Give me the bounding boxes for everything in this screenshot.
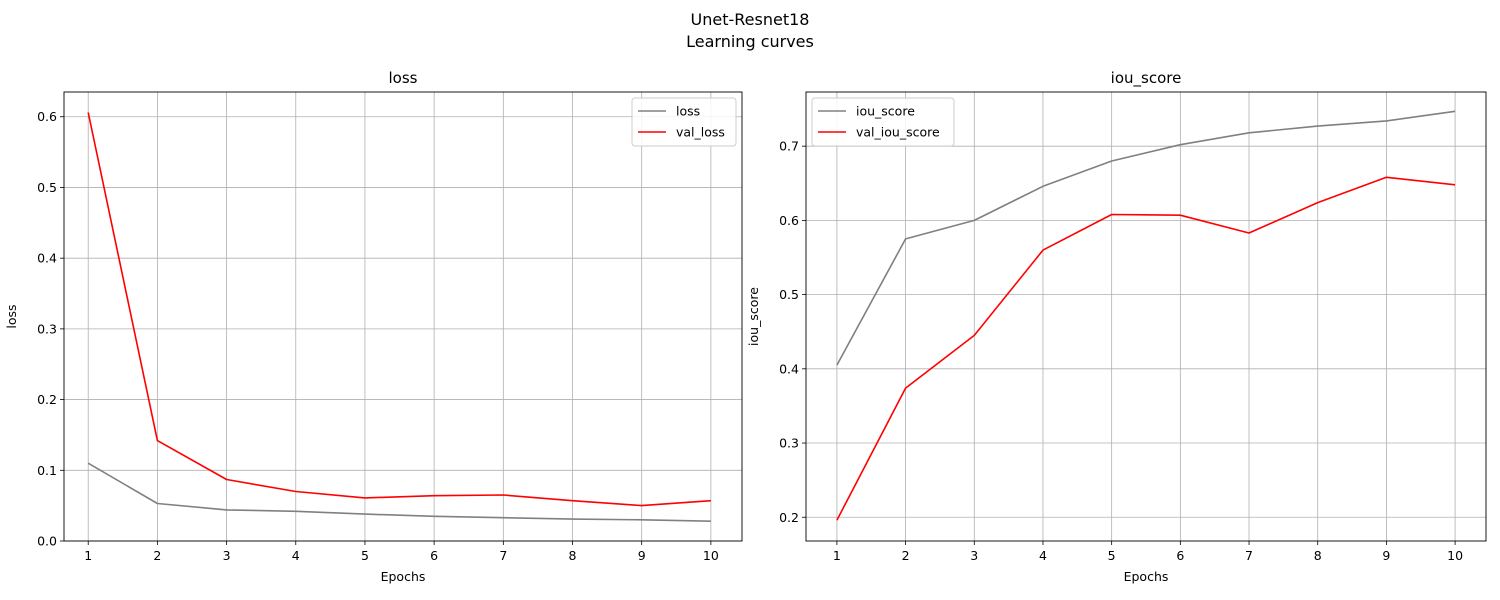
x-tick-label: 1 [833,548,841,563]
x-tick-label: 2 [153,548,161,563]
axes-frame [805,91,1487,542]
chart-title: iou_score [1111,69,1182,88]
y-tick-label: 0.5 [779,287,799,302]
chart-title: loss [389,69,418,87]
y-tick-label: 0.4 [37,251,57,266]
legend-label-loss: loss [676,104,700,119]
x-tick-label: 7 [499,548,507,563]
y-tick-label: 0.0 [37,534,57,549]
x-tick-label: 4 [1039,548,1047,563]
y-tick-label: 0.6 [37,109,57,124]
series-line-loss [87,462,711,522]
y-tick-label: 0.2 [779,510,799,525]
y-tick-label: 0.4 [779,361,799,376]
x-tick-label: 7 [1245,548,1253,563]
x-tick-label: 5 [1108,548,1116,563]
x-tick-label: 9 [638,548,646,563]
legend-label-iou_score: iou_score [856,104,915,119]
x-tick-label: 9 [1382,548,1390,563]
x-tick-label: 8 [569,548,577,563]
y-tick-label: 0.7 [779,139,799,154]
x-tick-label: 10 [1447,548,1463,563]
x-tick-label: 6 [1176,548,1184,563]
x-tick-label: 1 [84,548,92,563]
x-tick-label: 3 [223,548,231,563]
legend: iou_score val_iou_score [811,97,955,147]
y-axis-label: iou_score [746,287,761,346]
legend: loss val_loss [631,97,737,147]
y-tick-label: 0.5 [37,180,57,195]
legend-box [631,97,737,147]
x-tick-label: 5 [361,548,369,563]
y-axis-label: loss [4,304,19,328]
x-tick-label: 10 [703,548,719,563]
x-tick-label: 8 [1314,548,1322,563]
series-line-val_iou_score [836,176,1456,521]
y-tick-label: 0.6 [779,213,799,228]
y-tick-label: 0.2 [37,392,57,407]
x-tick-label: 6 [430,548,438,563]
y-tick-label: 0.3 [37,321,57,336]
legend-label-val_loss: val_loss [676,125,725,140]
x-axis-label: Epochs [1124,569,1169,584]
x-tick-label: 3 [970,548,978,563]
axes-frame [63,91,743,542]
x-tick-label: 4 [292,548,300,563]
legend-label-val_iou_score: val_iou_score [856,125,940,140]
series-line-iou_score [836,110,1456,366]
y-tick-label: 0.3 [779,436,799,451]
x-axis-label: Epochs [381,569,426,584]
y-tick-label: 0.1 [37,463,57,478]
series-line-val_loss [87,112,711,507]
legend-box [811,97,955,147]
x-tick-label: 2 [902,548,910,563]
figure-title-line1: Unet-Resnet18 [690,10,810,29]
figure-title-line2: Learning curves [686,32,814,51]
